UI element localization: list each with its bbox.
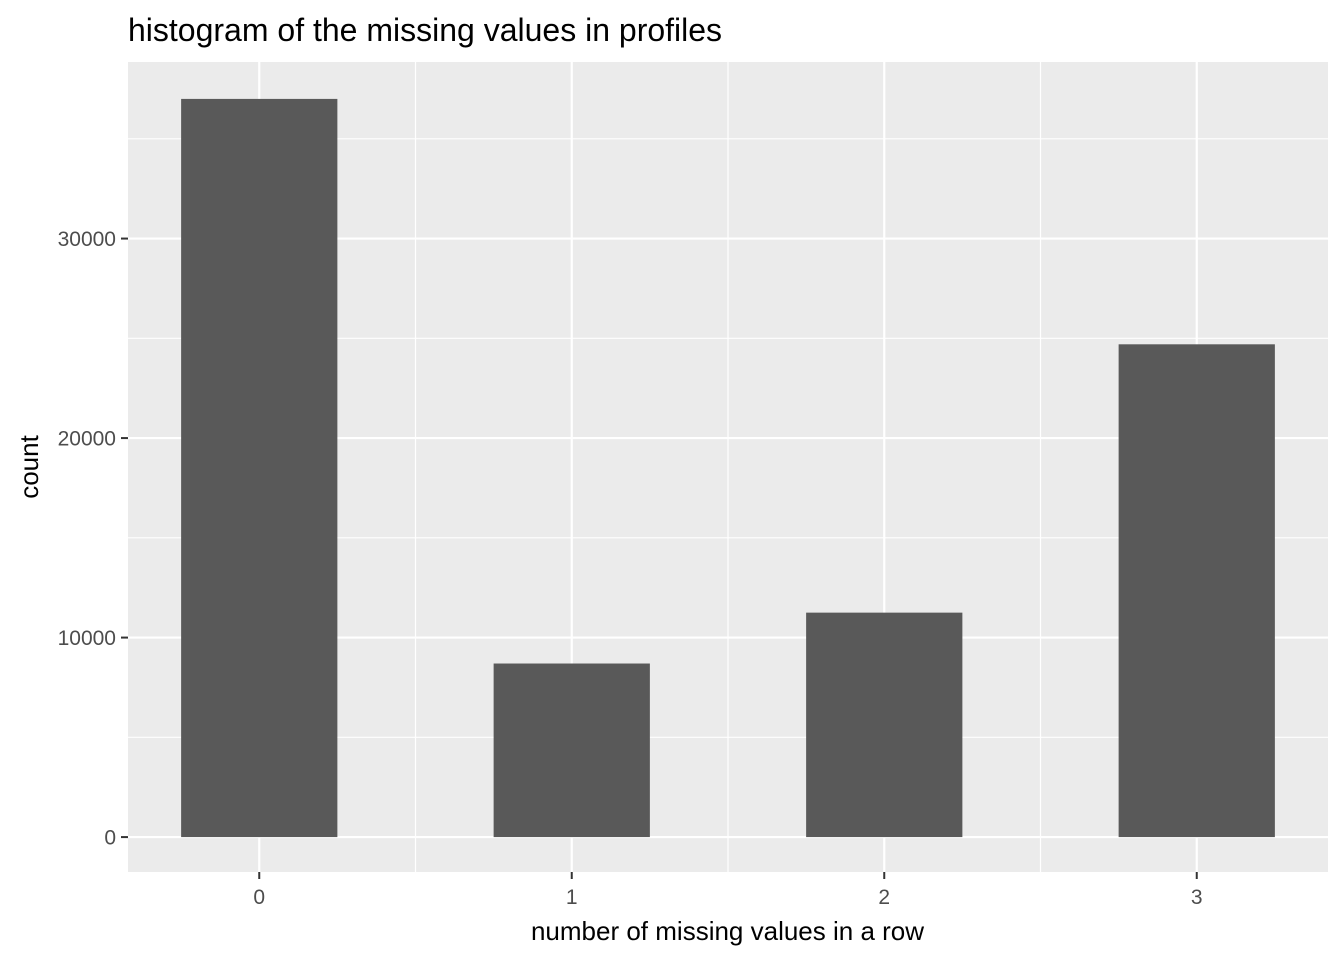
y-tick-label: 10000 [58,627,116,650]
y-tick-label: 20000 [58,428,116,451]
y-tick-label: 30000 [58,228,116,251]
x-tick-label: 3 [1191,886,1203,909]
bar-1 [493,663,650,838]
x-axis: 0 1 2 3 [253,872,1203,909]
bar-3 [1118,344,1275,838]
x-axis-title: number of missing values in a row [531,916,924,946]
x-tick-label: 2 [878,886,890,909]
bar-2 [806,612,963,838]
bars [181,98,1275,838]
bar-0 [181,98,338,838]
y-axis: 0 10000 20000 30000 [58,228,128,850]
chart-title: histogram of the missing values in profi… [128,12,722,48]
x-tick-label: 0 [253,886,265,909]
y-axis-title: count [14,434,44,498]
y-tick-label: 0 [104,827,116,850]
x-tick-label: 1 [566,886,578,909]
